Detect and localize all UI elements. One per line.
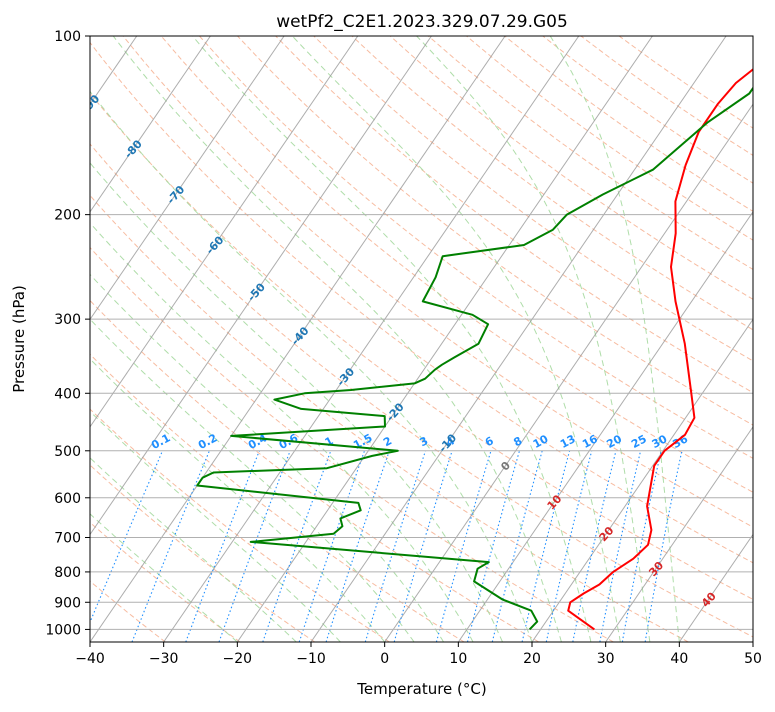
y-tick-label: 200 (54, 208, 81, 224)
y-tick-label: 1000 (45, 622, 81, 638)
y-tick-label: 600 (54, 491, 81, 507)
y-tick-label: 800 (54, 565, 81, 581)
x-tick-label: −10 (296, 651, 326, 667)
y-tick-label: 500 (54, 444, 81, 460)
x-tick-label: −20 (223, 651, 253, 667)
chart-title: wetPf2_C2E1.2023.329.07.29.G05 (276, 12, 568, 32)
x-tick-label: 10 (449, 651, 467, 667)
x-tick-label: 20 (523, 651, 541, 667)
y-axis-label: Pressure (hPa) (10, 285, 28, 393)
x-tick-label: 30 (597, 651, 615, 667)
y-tick-label: 900 (54, 595, 81, 611)
x-axis-label: Temperature (°C) (356, 680, 486, 698)
y-tick-label: 400 (54, 386, 81, 402)
x-tick-label: 0 (380, 651, 389, 667)
y-tick-label: 100 (54, 29, 81, 45)
y-tick-label: 700 (54, 531, 81, 547)
x-tick-label: 40 (670, 651, 688, 667)
x-tick-label: 50 (744, 651, 762, 667)
y-tick-label: 300 (54, 312, 81, 328)
x-tick-label: −30 (149, 651, 179, 667)
x-tick-label: −40 (75, 651, 105, 667)
